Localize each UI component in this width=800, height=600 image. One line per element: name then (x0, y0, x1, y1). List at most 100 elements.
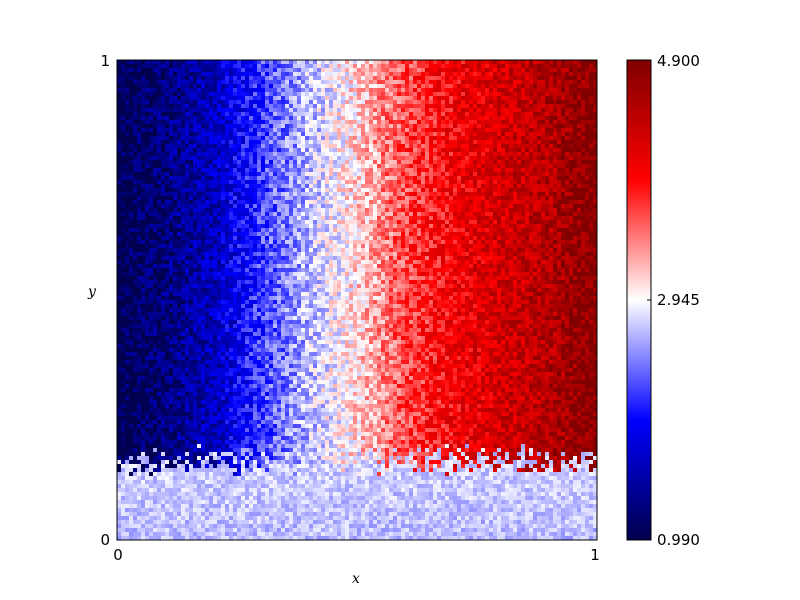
heatmap-cell (549, 76, 554, 81)
heatmap-cell (185, 164, 190, 169)
heatmap-cell (273, 64, 278, 69)
heatmap-cell (393, 68, 398, 73)
heatmap-cell (381, 64, 386, 69)
heatmap-cell (593, 68, 598, 73)
heatmap-cell (237, 200, 242, 205)
heatmap-cell (461, 88, 466, 93)
heatmap-cell (229, 128, 234, 133)
heatmap-cell (545, 116, 550, 121)
heatmap-cell (477, 100, 482, 105)
heatmap-cell (337, 224, 342, 229)
heatmap-cell (457, 152, 462, 157)
heatmap-cell (497, 104, 502, 109)
heatmap-cell (149, 88, 154, 93)
heatmap-cell (425, 220, 430, 225)
heatmap-cell (177, 216, 182, 221)
heatmap-cell (177, 64, 182, 69)
heatmap-cell (593, 204, 598, 209)
heatmap-cell (221, 160, 226, 165)
heatmap-cell (229, 140, 234, 145)
heatmap-cell (261, 104, 266, 109)
heatmap-cell (437, 168, 442, 173)
heatmap-cell (545, 144, 550, 149)
heatmap-cell (401, 200, 406, 205)
heatmap-cell (389, 176, 394, 181)
heatmap-cell (493, 188, 498, 193)
heatmap-cell (585, 88, 590, 93)
heatmap-cell (565, 204, 570, 209)
heatmap-cell (221, 136, 226, 141)
heatmap-cell (445, 192, 450, 197)
heatmap-cell (265, 164, 270, 169)
heatmap-cell (377, 124, 382, 129)
heatmap-cell (217, 108, 222, 113)
heatmap-cell (125, 208, 130, 213)
heatmap-cell (261, 200, 266, 205)
heatmap-cell (145, 156, 150, 161)
heatmap-cell (493, 104, 498, 109)
heatmap-cell (545, 128, 550, 133)
heatmap-cell (309, 96, 314, 101)
heatmap-cell (593, 188, 598, 193)
heatmap-cell (337, 156, 342, 161)
heatmap-cell (465, 196, 470, 201)
heatmap-cell (409, 220, 414, 225)
heatmap-cell (489, 152, 494, 157)
heatmap-cell (345, 136, 350, 141)
heatmap-cell (173, 112, 178, 117)
heatmap-cell (249, 96, 254, 101)
heatmap-cell (361, 68, 366, 73)
heatmap-cell (209, 212, 214, 217)
heatmap-cell (441, 68, 446, 73)
heatmap-cell (257, 148, 262, 153)
heatmap-cell (525, 180, 530, 185)
heatmap-cell (461, 148, 466, 153)
heatmap-cell (237, 100, 242, 105)
heatmap-cell (301, 92, 306, 97)
heatmap-cell (317, 112, 322, 117)
heatmap-cell (129, 212, 134, 217)
heatmap-cell (241, 140, 246, 145)
heatmap-cell (477, 184, 482, 189)
heatmap-cell (149, 116, 154, 121)
heatmap-cell (281, 72, 286, 77)
heatmap-cell (197, 192, 202, 197)
heatmap-cell (533, 156, 538, 161)
heatmap-cell (365, 168, 370, 173)
heatmap-cell (129, 128, 134, 133)
heatmap-cell (497, 92, 502, 97)
heatmap-cell (185, 76, 190, 81)
heatmap-cell (493, 160, 498, 165)
heatmap-cell (561, 76, 566, 81)
heatmap-cell (425, 144, 430, 149)
heatmap-cell (569, 112, 574, 117)
heatmap-cell (509, 156, 514, 161)
heatmap-cell (549, 200, 554, 205)
heatmap-cell (165, 80, 170, 85)
heatmap-cell (117, 168, 122, 173)
heatmap-cell (389, 200, 394, 205)
heatmap-cell (181, 148, 186, 153)
heatmap-cell (593, 96, 598, 101)
heatmap-cell (425, 100, 430, 105)
heatmap-cell (153, 180, 158, 185)
heatmap-cell (129, 168, 134, 173)
heatmap-cell (117, 208, 122, 213)
heatmap-cell (393, 108, 398, 113)
heatmap-cell (221, 152, 226, 157)
heatmap-cell (509, 60, 514, 65)
heatmap-cell (153, 212, 158, 217)
heatmap-cell (229, 132, 234, 137)
heatmap-cell (297, 160, 302, 165)
heatmap-cell (265, 108, 270, 113)
heatmap-cell (289, 124, 294, 129)
heatmap-cell (477, 212, 482, 217)
heatmap-cell (485, 84, 490, 89)
heatmap-cell (493, 60, 498, 65)
heatmap-cell (261, 220, 266, 225)
heatmap-cell (493, 88, 498, 93)
heatmap-cell (313, 224, 318, 229)
heatmap-cell (269, 88, 274, 93)
heatmap-cell (253, 208, 258, 213)
heatmap-cell (557, 148, 562, 153)
